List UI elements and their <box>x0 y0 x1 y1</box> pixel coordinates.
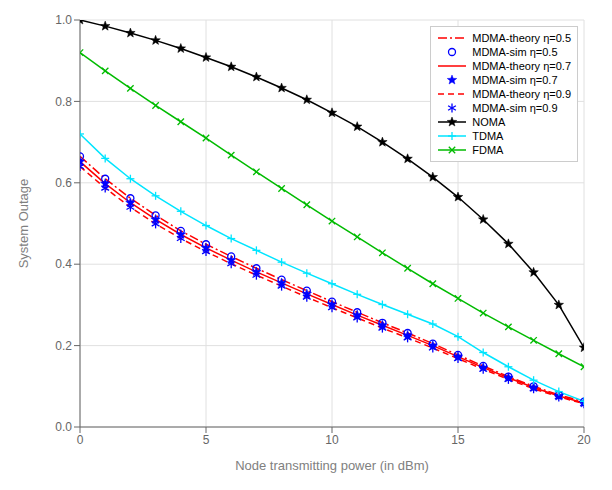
html-text:MDMA-theory η=0.7: MDMA-theory η=0.7 <box>472 60 571 72</box>
svg-text:0.2: 0.2 <box>55 339 72 353</box>
html-text:NOMA: NOMA <box>472 116 506 128</box>
html-text:MDMA-theory η=0.9: MDMA-theory η=0.9 <box>472 88 571 100</box>
svg-text:20: 20 <box>577 433 591 447</box>
html-text:MDMA-sim η=0.9: MDMA-sim η=0.9 <box>472 102 558 114</box>
svg-text:15: 15 <box>451 433 465 447</box>
html-text:MDMA-theory η=0.5: MDMA-theory η=0.5 <box>472 32 571 44</box>
html-text:TDMA: TDMA <box>472 130 504 142</box>
html-text:MDMA-sim η=0.5: MDMA-sim η=0.5 <box>472 46 558 58</box>
svg-text:0.8: 0.8 <box>55 95 72 109</box>
svg-text:0.0: 0.0 <box>55 420 72 434</box>
svg-text:10: 10 <box>325 433 339 447</box>
svg-text:1.0: 1.0 <box>55 13 72 27</box>
svg-text:Node transmitting power (in dB: Node transmitting power (in dBm) <box>235 458 429 473</box>
svg-text:0: 0 <box>77 433 84 447</box>
svg-text:0.4: 0.4 <box>55 257 72 271</box>
svg-text:5: 5 <box>203 433 210 447</box>
svg-text:System Outage: System Outage <box>16 179 31 269</box>
svg-text:0.6: 0.6 <box>55 176 72 190</box>
html-text:MDMA-sim η=0.7: MDMA-sim η=0.7 <box>472 74 558 86</box>
html-text:FDMA: FDMA <box>472 144 504 156</box>
